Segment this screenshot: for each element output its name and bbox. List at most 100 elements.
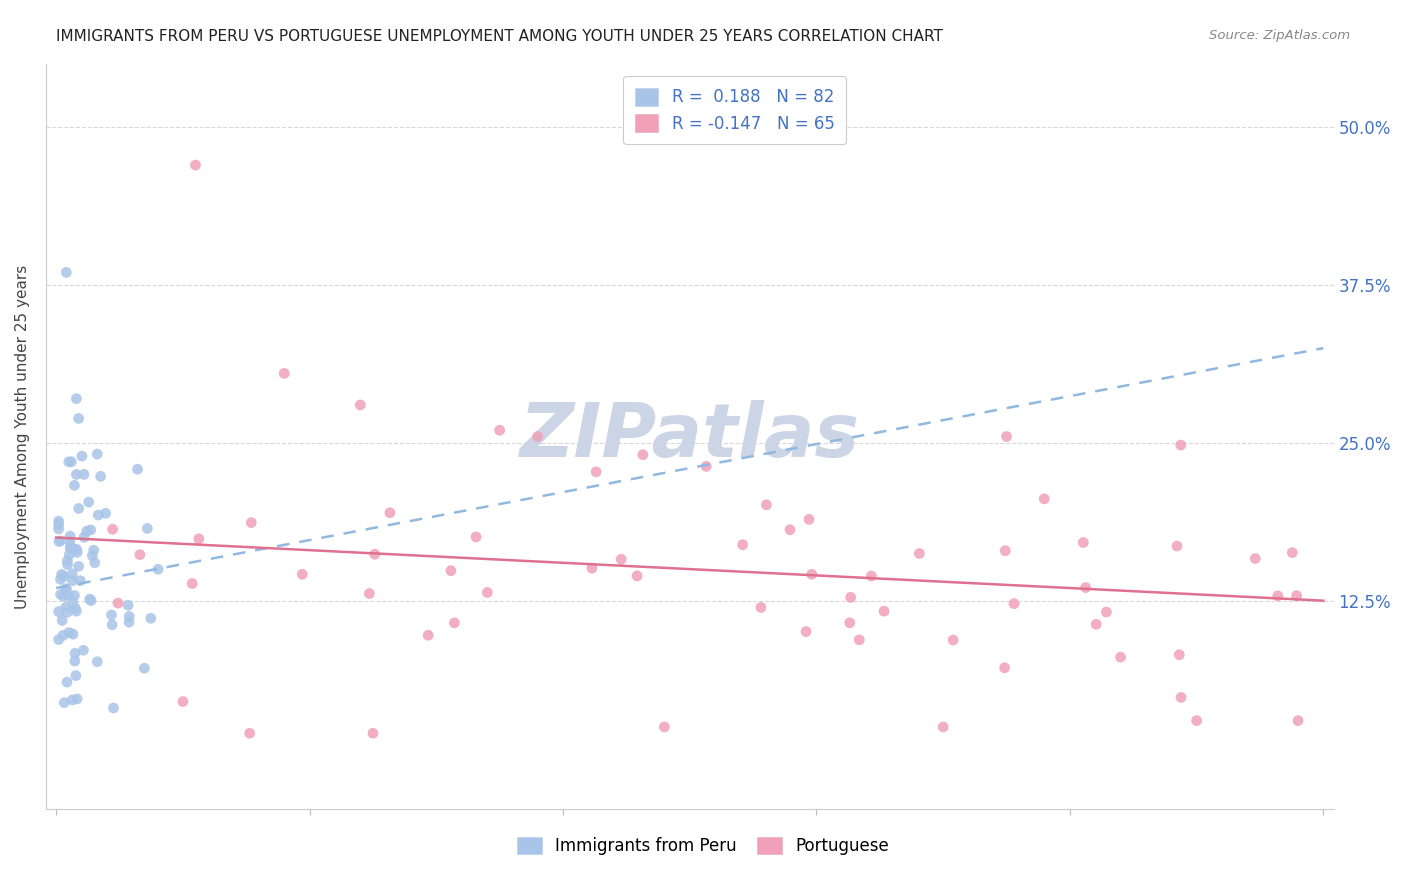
Point	[465, 530, 488, 544]
Point	[100, 607, 122, 622]
Point	[56, 675, 79, 690]
Point	[48, 514, 70, 528]
Point	[654, 720, 676, 734]
Point	[55, 600, 77, 615]
Point	[361, 726, 384, 740]
Point	[55, 582, 77, 596]
Point	[58, 625, 80, 640]
Point	[184, 158, 207, 172]
Point	[101, 617, 124, 632]
Point	[610, 552, 633, 566]
Point	[79, 592, 101, 607]
Point	[72, 643, 94, 657]
Point	[695, 459, 717, 474]
Point	[291, 567, 314, 582]
Point	[172, 695, 194, 709]
Point	[65, 542, 87, 557]
Point	[66, 692, 89, 706]
Point	[73, 530, 96, 544]
Point	[63, 646, 86, 660]
Point	[359, 586, 381, 600]
Point	[136, 521, 159, 535]
Point	[731, 538, 754, 552]
Point	[1267, 589, 1289, 603]
Point	[860, 569, 883, 583]
Point	[59, 534, 82, 549]
Point	[1002, 597, 1025, 611]
Point	[59, 541, 82, 556]
Point	[51, 567, 73, 582]
Point	[101, 522, 124, 536]
Point	[848, 632, 870, 647]
Point	[1170, 438, 1192, 452]
Point	[107, 596, 129, 610]
Point	[56, 605, 79, 619]
Point	[48, 605, 70, 619]
Point	[65, 392, 87, 406]
Point	[66, 542, 89, 557]
Point	[67, 501, 90, 516]
Legend: R =  0.188   N = 82, R = -0.147   N = 65: R = 0.188 N = 82, R = -0.147 N = 65	[623, 76, 846, 145]
Point	[239, 726, 262, 740]
Point	[526, 429, 548, 443]
Point	[63, 589, 86, 603]
Point	[60, 455, 83, 469]
Point	[1074, 581, 1097, 595]
Point	[1285, 589, 1308, 603]
Text: IMMIGRANTS FROM PERU VS PORTUGUESE UNEMPLOYMENT AMONG YOUTH UNDER 25 YEARS CORRE: IMMIGRANTS FROM PERU VS PORTUGUESE UNEMP…	[56, 29, 943, 44]
Point	[82, 549, 104, 563]
Point	[66, 545, 89, 559]
Point	[839, 591, 862, 605]
Point	[55, 582, 77, 596]
Point	[1244, 551, 1267, 566]
Point	[90, 469, 112, 483]
Point	[1286, 714, 1309, 728]
Point	[52, 589, 75, 603]
Point	[995, 429, 1018, 443]
Point	[87, 508, 110, 522]
Point	[749, 600, 772, 615]
Point	[631, 448, 654, 462]
Point	[63, 478, 86, 492]
Point	[83, 556, 105, 570]
Point	[86, 655, 108, 669]
Point	[62, 627, 84, 641]
Point	[932, 720, 955, 734]
Point	[60, 566, 83, 581]
Point	[55, 265, 77, 279]
Point	[139, 611, 162, 625]
Point	[1109, 650, 1132, 665]
Point	[378, 506, 401, 520]
Point	[1168, 648, 1191, 662]
Point	[73, 467, 96, 482]
Point	[49, 533, 72, 548]
Point	[908, 547, 931, 561]
Point	[364, 547, 387, 561]
Point	[53, 696, 76, 710]
Point	[76, 524, 98, 538]
Point	[67, 411, 90, 425]
Point	[134, 661, 156, 675]
Point	[56, 558, 79, 572]
Text: ZIPatlas: ZIPatlas	[520, 400, 859, 473]
Point	[65, 604, 87, 618]
Point	[800, 567, 823, 582]
Point	[58, 455, 80, 469]
Point	[59, 529, 82, 543]
Point	[488, 423, 510, 437]
Text: Source: ZipAtlas.com: Source: ZipAtlas.com	[1209, 29, 1350, 42]
Point	[103, 701, 125, 715]
Point	[49, 572, 72, 586]
Point	[83, 543, 105, 558]
Point	[794, 624, 817, 639]
Point	[477, 585, 499, 599]
Point	[77, 495, 100, 509]
Y-axis label: Unemployment Among Youth under 25 years: Unemployment Among Youth under 25 years	[15, 264, 30, 608]
Point	[65, 601, 87, 615]
Point	[838, 615, 860, 630]
Point	[53, 569, 76, 583]
Point	[65, 668, 87, 682]
Point	[70, 449, 93, 463]
Point	[1085, 617, 1108, 632]
Point	[59, 540, 82, 554]
